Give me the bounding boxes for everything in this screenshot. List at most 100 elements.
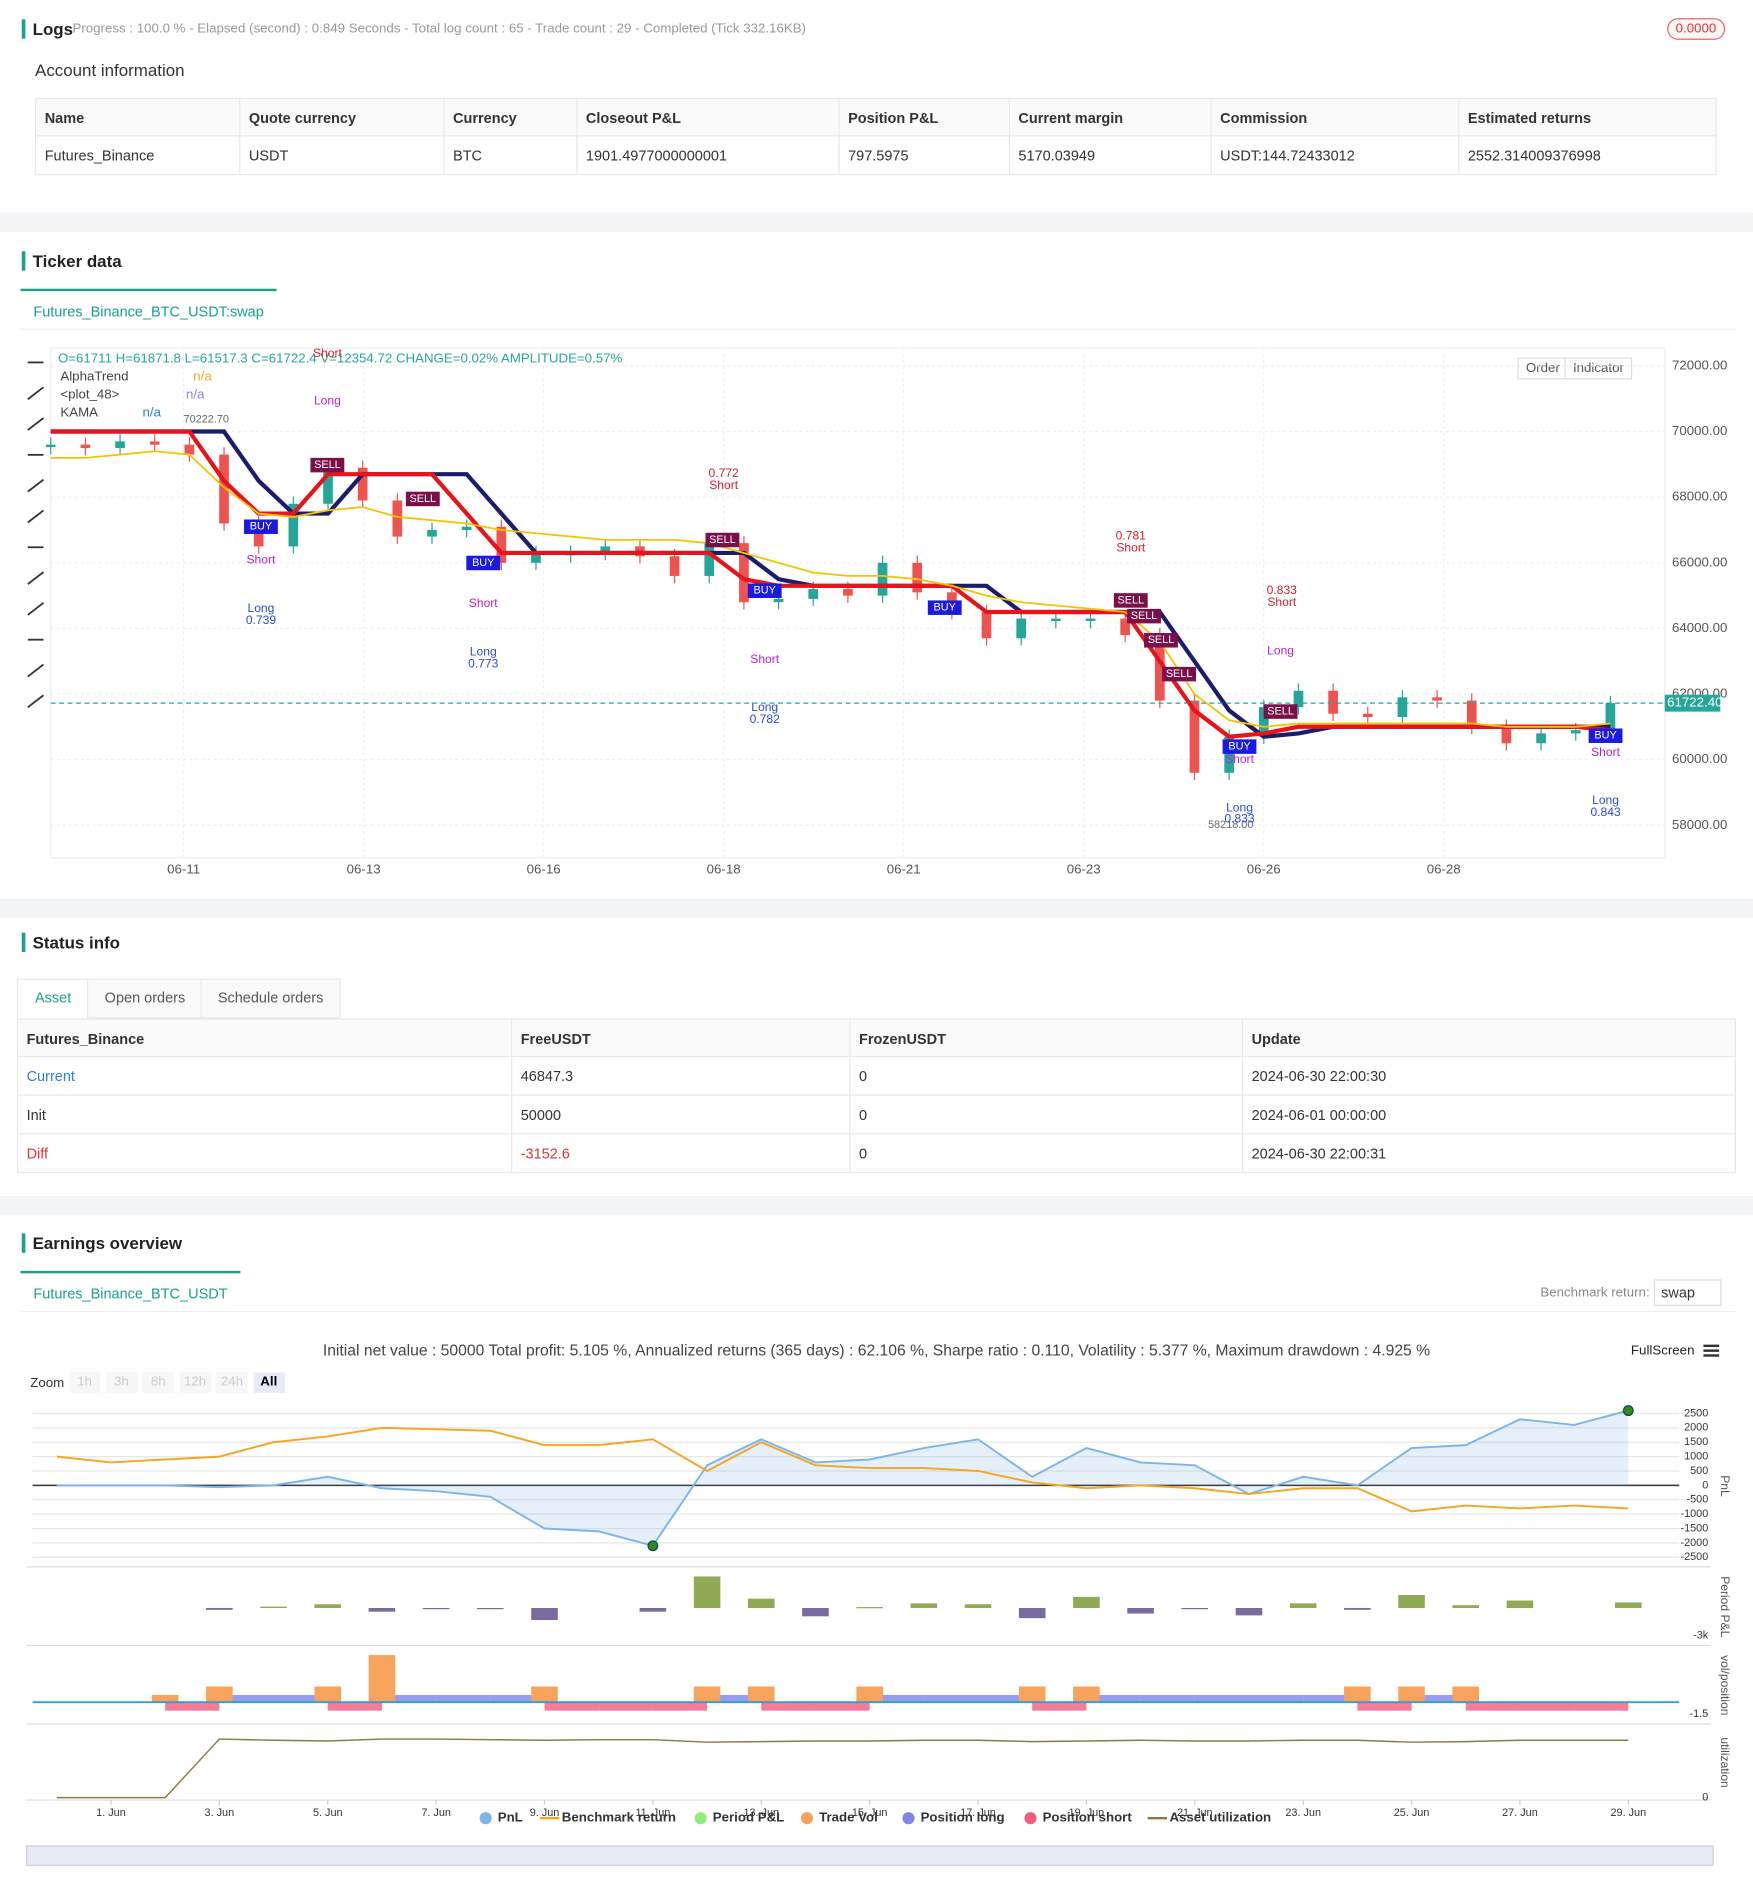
zoom-button[interactable]: 8h bbox=[142, 1372, 174, 1393]
zoom-button[interactable]: 1h bbox=[68, 1372, 101, 1393]
y-tick-label: 66000.00 bbox=[1672, 554, 1727, 569]
bar bbox=[219, 1694, 274, 1703]
tab[interactable]: Futures_Binance_BTC_USDT bbox=[20, 1270, 241, 1312]
candle bbox=[1328, 690, 1338, 714]
tab[interactable]: Futures_Binance_BTC_USDT:swap bbox=[20, 288, 277, 330]
y-tick-label: -3k bbox=[1693, 1630, 1709, 1642]
bar bbox=[165, 1702, 220, 1711]
bar bbox=[747, 1686, 775, 1703]
y-tick-label: -1500 bbox=[1680, 1522, 1708, 1534]
legend-marker bbox=[800, 1812, 814, 1825]
bar bbox=[1452, 1686, 1480, 1703]
candle bbox=[1189, 700, 1200, 773]
bar bbox=[978, 1694, 1033, 1703]
order-button[interactable]: Order bbox=[1517, 357, 1569, 380]
zoom-button[interactable]: 3h bbox=[105, 1372, 138, 1393]
zoom-button[interactable]: 24h bbox=[216, 1372, 248, 1393]
candle bbox=[1432, 697, 1442, 701]
bar bbox=[869, 1694, 924, 1703]
header-cell: Closeout P&L bbox=[577, 97, 840, 137]
legend-value: n/a bbox=[193, 368, 212, 383]
legend-name: KAMA bbox=[60, 405, 98, 420]
bar bbox=[1357, 1702, 1412, 1711]
legend-label: Trade Vol bbox=[819, 1810, 878, 1825]
signal-label: SELL bbox=[1267, 705, 1294, 717]
cell: Current bbox=[16, 1057, 513, 1096]
zoom-button[interactable]: All bbox=[253, 1372, 285, 1393]
candle bbox=[253, 523, 264, 547]
bar bbox=[1506, 1600, 1534, 1608]
candle bbox=[1570, 730, 1581, 734]
benchmark-select[interactable]: swap bbox=[1653, 1279, 1722, 1306]
bar bbox=[477, 1607, 504, 1610]
candle bbox=[531, 552, 541, 563]
sell-box bbox=[1113, 593, 1148, 608]
bar bbox=[1018, 1607, 1046, 1619]
x-tick-label: 15. Jun bbox=[852, 1807, 888, 1819]
candle bbox=[1085, 618, 1096, 622]
bar bbox=[314, 1686, 342, 1703]
legend-label: Period P&L bbox=[713, 1810, 785, 1825]
header-cell: Commission bbox=[1211, 97, 1460, 137]
bar bbox=[761, 1702, 816, 1711]
candle bbox=[45, 444, 56, 448]
bar bbox=[652, 1702, 708, 1711]
candle bbox=[1501, 726, 1512, 744]
axis-title: Period P&L bbox=[1718, 1576, 1732, 1637]
tool-icon bbox=[27, 602, 45, 616]
x-tick-label: 06-16 bbox=[527, 861, 561, 876]
extreme-marker bbox=[647, 1540, 659, 1552]
menu-icon[interactable] bbox=[1703, 1344, 1720, 1348]
cell: 797.5975 bbox=[839, 136, 1010, 176]
sell-box bbox=[1263, 704, 1298, 719]
candle bbox=[704, 543, 715, 576]
bar bbox=[1248, 1694, 1304, 1703]
zoom-button[interactable]: 12h bbox=[179, 1372, 211, 1393]
legend-value: n/a bbox=[186, 387, 205, 402]
bar bbox=[598, 1702, 653, 1711]
candle bbox=[1224, 736, 1234, 773]
signal-label: Long bbox=[1267, 643, 1294, 657]
candle bbox=[80, 444, 91, 448]
bar bbox=[422, 1607, 450, 1610]
plot-area bbox=[50, 347, 1666, 859]
signal-label: BUY bbox=[472, 557, 494, 569]
candle bbox=[1016, 618, 1027, 639]
signal-label: Long bbox=[751, 700, 778, 714]
candle bbox=[392, 500, 403, 537]
cell: BTC bbox=[444, 136, 578, 176]
indicator-button[interactable]: Indicator bbox=[1564, 357, 1633, 380]
bar bbox=[1519, 1702, 1575, 1711]
candle bbox=[184, 444, 195, 455]
axis-title: utilization bbox=[1718, 1737, 1732, 1787]
signal-label: Short bbox=[1116, 541, 1146, 555]
tab[interactable]: Asset bbox=[16, 978, 90, 1019]
bar bbox=[1398, 1595, 1425, 1608]
bar bbox=[1303, 1694, 1358, 1703]
buy-box bbox=[244, 519, 278, 534]
bar bbox=[368, 1655, 396, 1703]
fullscreen[interactable]: FullScreen bbox=[1630, 1343, 1695, 1358]
x-tick-label: 5. Jun bbox=[313, 1807, 343, 1819]
bar bbox=[1615, 1602, 1642, 1608]
bar bbox=[1289, 1603, 1317, 1608]
y-tick-label: -2500 bbox=[1680, 1551, 1708, 1563]
bar bbox=[1465, 1702, 1520, 1711]
x-tick-label: 29. Jun bbox=[1611, 1807, 1647, 1819]
x-tick-label: 06-21 bbox=[887, 861, 921, 876]
x-tick-label: 7. Jun bbox=[421, 1807, 451, 1819]
candle bbox=[981, 612, 992, 639]
bar bbox=[206, 1686, 233, 1703]
signal-label: BUY bbox=[754, 585, 776, 597]
tab[interactable]: Open orders bbox=[86, 978, 203, 1019]
status-title: Status info bbox=[32, 932, 121, 952]
tab[interactable]: Schedule orders bbox=[200, 978, 341, 1019]
extreme-marker bbox=[1622, 1405, 1634, 1417]
candle bbox=[288, 503, 299, 547]
bar bbox=[381, 1694, 437, 1703]
x-tick-label: 06-13 bbox=[347, 861, 381, 876]
legend-name: AlphaTrend bbox=[60, 368, 128, 383]
x-tick-label: 27. Jun bbox=[1502, 1807, 1538, 1819]
